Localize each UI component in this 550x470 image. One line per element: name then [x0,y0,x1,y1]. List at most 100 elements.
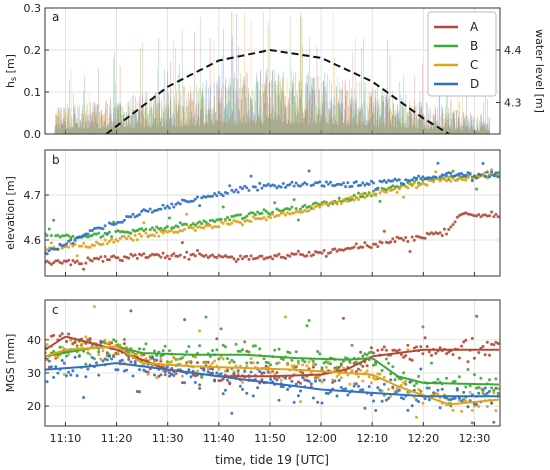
point-D [236,369,240,373]
point-B [296,360,300,364]
point-B [311,359,315,363]
point-C [286,211,290,215]
point-B [290,358,294,362]
point-C [324,365,328,369]
point-A [359,245,363,249]
point-B [204,315,208,319]
point-D [208,195,212,198]
point-B [251,211,255,215]
point-C [187,360,191,364]
point-C [406,348,410,352]
point-A [221,255,225,259]
point-D [320,401,324,405]
point-A [376,245,380,249]
point-A [412,346,416,350]
point-D [275,378,279,382]
point-D [84,375,88,379]
point-B [472,373,476,377]
point-A [494,212,498,216]
point-D [462,390,466,394]
point-C [223,219,227,223]
y-tick-label: 0.2 [24,44,42,57]
point-A [168,257,171,261]
point-D [494,386,498,390]
point-B [404,382,408,386]
point-D [148,207,152,211]
point-D [69,238,73,242]
point-D [492,420,496,424]
point-A [97,257,101,261]
point-D [150,356,154,360]
point-D [324,180,328,184]
point-B [217,218,221,221]
point-C [440,177,444,181]
point-C [159,229,163,233]
point-C [211,361,214,365]
point-A [183,318,187,322]
point-C [92,244,96,247]
point-C [380,188,384,192]
point-A [395,349,399,353]
point-D [275,186,279,190]
point-D [206,370,210,374]
point-C [127,234,131,238]
point-D [183,381,187,385]
point-D [219,372,223,376]
point-D [460,172,464,176]
point-B [163,226,167,230]
point-A [442,227,446,231]
point-C [436,392,440,396]
point-C [279,378,283,382]
point-A [447,350,451,354]
point-B [159,354,163,358]
point-A [232,257,236,261]
point-A [372,242,375,246]
point-D [384,398,388,402]
point-C [290,211,294,215]
point-D [326,392,330,395]
point-C [253,217,257,221]
point-A [382,229,386,233]
point-C [301,363,305,367]
point-C [269,371,272,375]
point-A [402,238,406,242]
point-B [494,377,498,381]
point-C [213,225,217,229]
point-D [455,387,459,391]
point-D [112,355,116,358]
point-A [311,253,315,257]
point-C [472,404,476,408]
point-B [58,345,62,349]
point-D [367,183,371,186]
point-A [430,353,433,357]
point-C [348,382,352,386]
point-B [47,227,51,231]
point-B [150,226,154,230]
point-D [372,399,375,403]
point-D [118,220,122,224]
point-A [198,252,202,256]
point-D [241,387,244,391]
point-A [472,356,476,360]
point-C [460,409,464,413]
point-B [262,357,266,361]
point-B [389,185,393,189]
panel-b: b 4.6 4.7 elevation [m] [4,149,501,277]
point-B [359,195,363,199]
point-D [245,391,249,395]
point-D [187,368,191,372]
point-D [427,398,431,402]
point-B [84,362,88,366]
point-D [432,391,436,395]
point-C [88,353,92,356]
point-D [322,378,326,382]
point-C [67,353,71,357]
point-B [211,349,214,352]
point-B [185,350,189,354]
point-A [163,256,167,260]
point-C [101,349,105,353]
point-D [367,385,371,389]
point-C [208,224,212,227]
point-D [344,185,348,189]
point-D [350,184,354,188]
